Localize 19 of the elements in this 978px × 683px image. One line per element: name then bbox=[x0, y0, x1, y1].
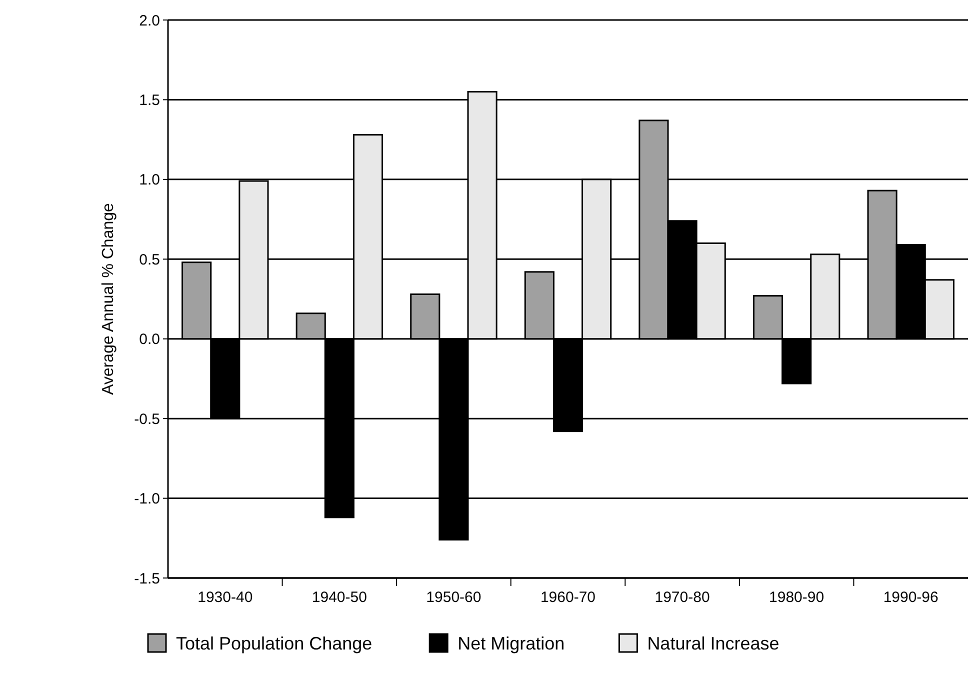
x-tick-label: 1940-50 bbox=[312, 589, 367, 606]
y-tick-label: 0.5 bbox=[139, 251, 160, 268]
x-tick-label: 1960-70 bbox=[540, 589, 596, 606]
legend-label: Natural Increase bbox=[647, 633, 780, 654]
x-tick-label: 1980-90 bbox=[769, 589, 824, 606]
y-tick-label: -1.5 bbox=[134, 570, 160, 588]
x-tick-label: 1970-80 bbox=[654, 589, 710, 606]
y-tick-label: 0.0 bbox=[139, 331, 160, 348]
x-tick-label: 1930-40 bbox=[198, 589, 253, 606]
y-tick-label: 2.0 bbox=[139, 12, 160, 30]
y-axis-title: Average Annual % Change bbox=[100, 202, 117, 395]
x-tick-label: 1990-96 bbox=[883, 589, 938, 606]
legend-label: Net Migration bbox=[458, 633, 565, 654]
y-tick-label: 1.0 bbox=[139, 172, 160, 189]
y-tick-label: -1.0 bbox=[134, 490, 160, 508]
y-tick-label: 1.5 bbox=[139, 92, 160, 109]
x-tick-label: 1950-60 bbox=[426, 589, 482, 606]
y-tick-label: -0.5 bbox=[134, 410, 160, 428]
legend-label: Total Population Change bbox=[176, 633, 372, 654]
